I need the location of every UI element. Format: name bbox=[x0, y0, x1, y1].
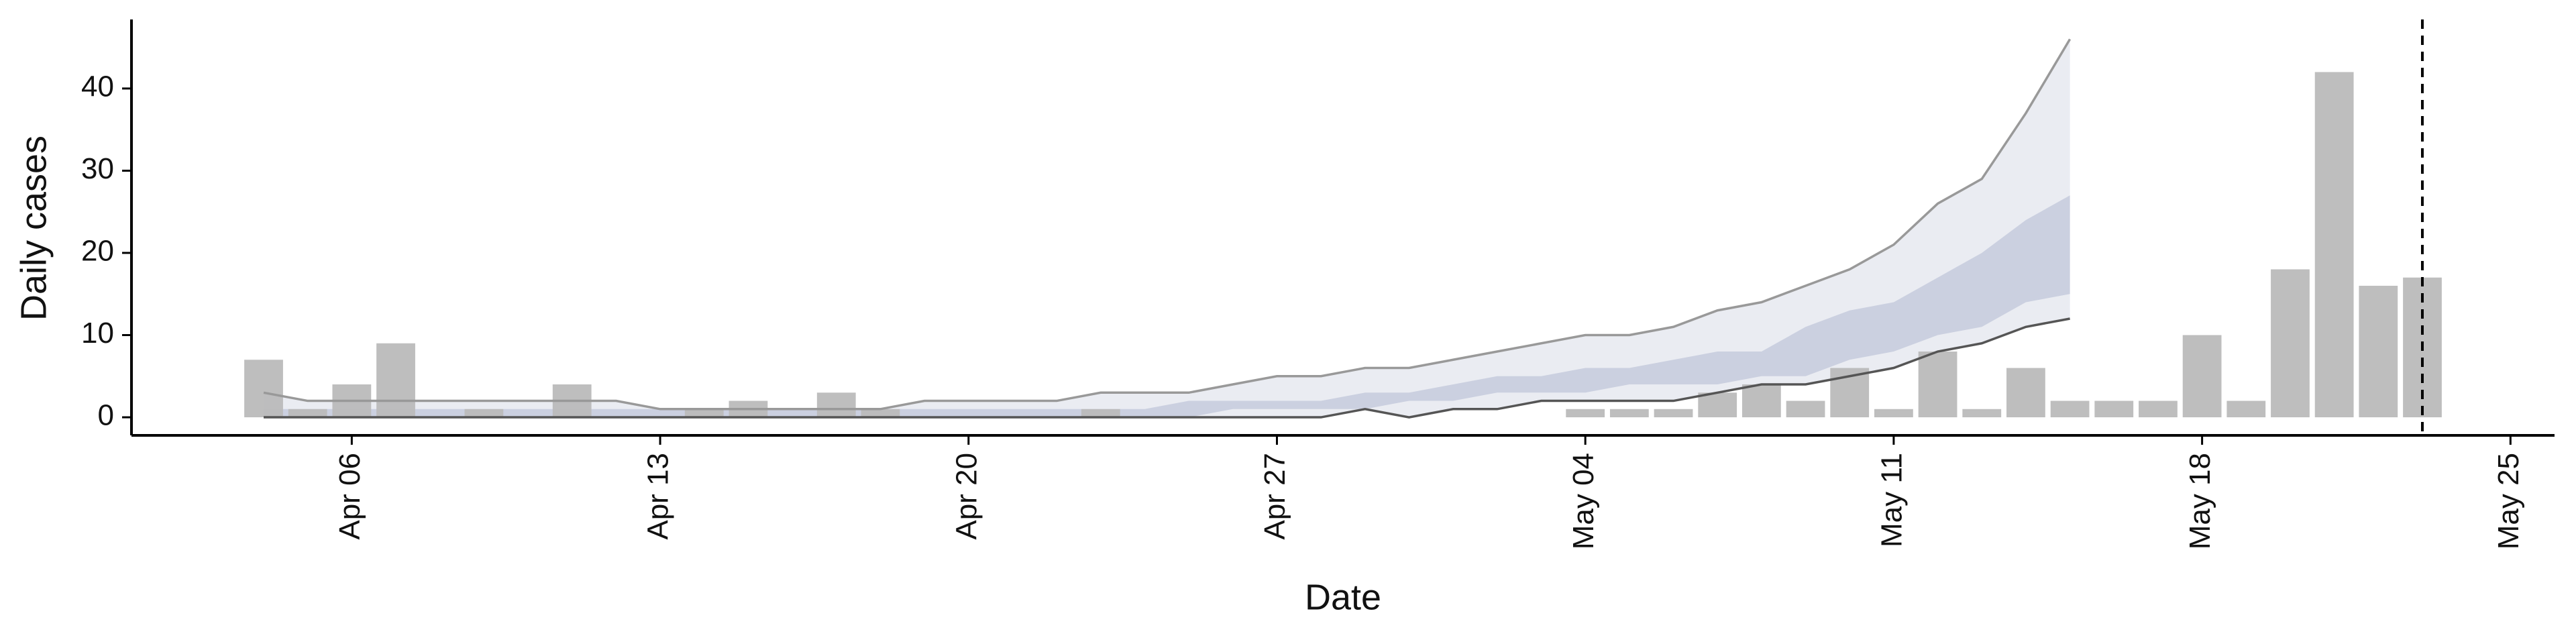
bar bbox=[2359, 285, 2398, 418]
y-tick-label: 30 bbox=[81, 152, 114, 185]
bar bbox=[861, 409, 900, 418]
bar bbox=[1962, 409, 2002, 418]
x-tick-label: May 04 bbox=[1567, 453, 1600, 549]
bar bbox=[1874, 409, 1913, 418]
bar bbox=[1918, 352, 1957, 418]
y-tick-label: 20 bbox=[81, 235, 114, 268]
y-axis-title: Daily cases bbox=[13, 136, 54, 321]
bar bbox=[2226, 400, 2266, 418]
x-tick-label: May 11 bbox=[1876, 453, 1909, 547]
y-tick-label: 40 bbox=[81, 70, 114, 103]
bar bbox=[1786, 400, 1825, 418]
bar bbox=[2094, 400, 2134, 418]
bar bbox=[1654, 409, 1693, 418]
bar bbox=[2271, 269, 2310, 418]
upper-line bbox=[263, 38, 2072, 411]
y-tick-label: 0 bbox=[98, 399, 114, 432]
y-tick-label: 10 bbox=[81, 317, 114, 350]
bar bbox=[2314, 72, 2354, 418]
x-tick-label: May 18 bbox=[2184, 453, 2216, 549]
bar bbox=[2182, 335, 2222, 418]
bar bbox=[244, 360, 283, 418]
bar bbox=[1081, 409, 1120, 418]
bar bbox=[464, 409, 504, 418]
bar bbox=[2050, 400, 2090, 418]
bar bbox=[1741, 384, 1781, 418]
bar bbox=[2006, 368, 2045, 418]
bar bbox=[376, 343, 415, 418]
x-tick-label: Apr 27 bbox=[1258, 453, 1291, 540]
bar bbox=[288, 409, 327, 418]
x-tick-label: May 25 bbox=[2492, 453, 2525, 549]
bar bbox=[1566, 409, 1605, 418]
lower-line bbox=[264, 317, 2070, 419]
bar bbox=[684, 409, 724, 418]
bar bbox=[1609, 409, 1649, 418]
x-tick-label: Apr 06 bbox=[333, 453, 366, 540]
x-tick-label: Apr 20 bbox=[950, 453, 983, 540]
bar bbox=[1698, 392, 1737, 418]
bar bbox=[2139, 400, 2178, 418]
x-tick-label: Apr 13 bbox=[642, 453, 675, 540]
bar bbox=[816, 392, 856, 418]
x-axis-title: Date bbox=[1305, 577, 1381, 617]
